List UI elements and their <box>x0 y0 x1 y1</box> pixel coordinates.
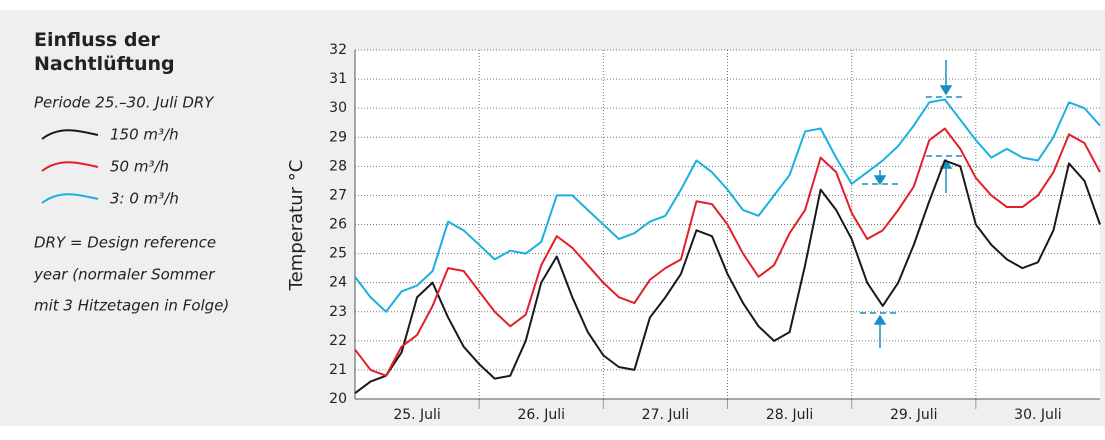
y-tick-label: 32 <box>329 42 347 58</box>
x-tick-label: 28. Juli <box>766 407 814 423</box>
y-tick-label: 26 <box>329 217 347 233</box>
title-line: Nachtlüftung <box>34 53 175 75</box>
y-tick-label: 21 <box>329 362 347 378</box>
y-tick-label: 30 <box>329 100 347 116</box>
arrow-head <box>873 314 887 325</box>
series-line <box>354 127 1101 377</box>
x-tick-label: 29. Juli <box>890 407 938 423</box>
y-tick-label: 29 <box>329 129 347 145</box>
y-axis-label: Temperatur °C <box>286 160 307 292</box>
x-tick-label: 25. Juli <box>393 407 441 423</box>
series-line <box>354 98 1101 313</box>
y-tick-label: 22 <box>329 333 347 349</box>
y-tick-label: 23 <box>329 304 347 320</box>
y-tick-label: 24 <box>329 275 347 291</box>
title-line: Einfluss der <box>34 29 160 51</box>
title: Einfluss der Nachtlüftung <box>34 29 175 75</box>
legend-label: 3: 0 m³/h <box>110 190 179 208</box>
x-tick-label: 30. Juli <box>1014 407 1062 423</box>
x-tick-label: 27. Juli <box>642 407 690 423</box>
y-tick-label: 31 <box>329 71 347 87</box>
legend-swatch <box>41 193 99 204</box>
arrow-head <box>873 175 887 186</box>
note: DRY = Design reference <box>34 234 216 252</box>
y-tick-label: 25 <box>329 246 347 262</box>
legend-label: 150 m³/h <box>110 126 179 144</box>
legend-label: 50 m³/h <box>110 158 169 176</box>
legend-swatch <box>41 129 99 140</box>
x-tick-label: 26. Juli <box>518 407 566 423</box>
subtitle: Periode 25.–30. Juli DRY <box>34 94 215 112</box>
y-tick-label: 20 <box>329 391 347 407</box>
note: mit 3 Hitzetagen in Folge) <box>34 297 229 315</box>
arrow-head <box>939 85 953 96</box>
y-tick-label: 28 <box>329 158 347 174</box>
note: year (normaler Sommer <box>33 266 215 284</box>
series-line <box>354 159 1101 394</box>
y-tick-label: 27 <box>329 187 347 203</box>
legend-swatch <box>41 161 99 172</box>
